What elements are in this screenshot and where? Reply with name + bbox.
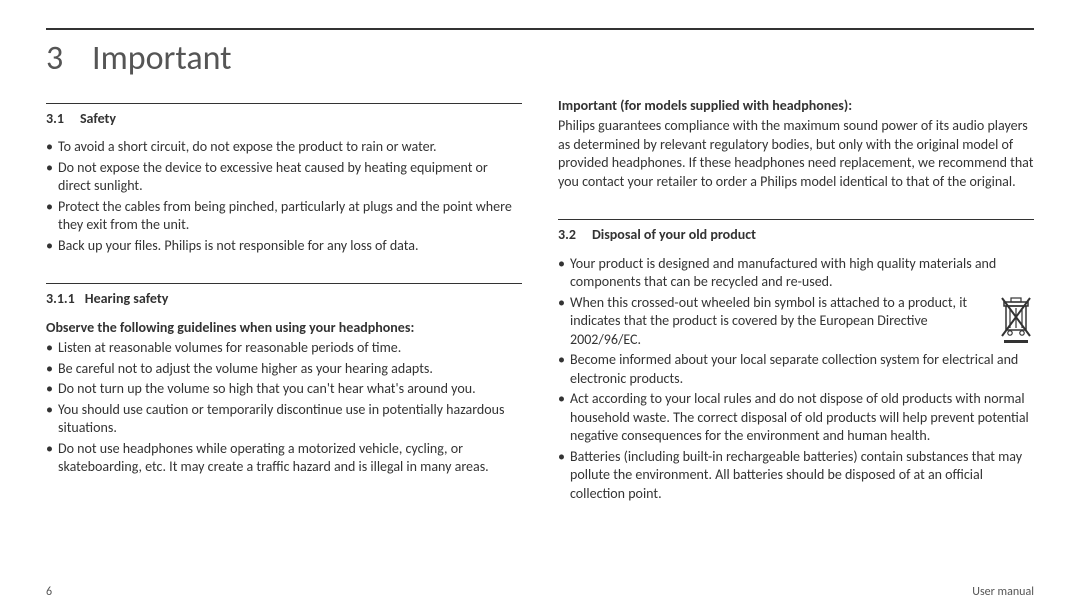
list-item: Your product is designed and manufacture… — [558, 255, 1034, 292]
list-item: Do not expose the device to excessive he… — [46, 159, 522, 196]
list-item: When this crossed-out wheeled bin symbol… — [558, 294, 1034, 349]
top-rule — [46, 28, 1034, 30]
hearing-lead: Observe the following guidelines when us… — [46, 319, 522, 337]
list-item: You should use caution or temporarily di… — [46, 401, 522, 438]
section-rule — [46, 103, 522, 104]
headphones-body: Philips guarantees compliance with the m… — [558, 117, 1034, 191]
section-number: 3.1 — [46, 110, 64, 128]
content-columns: 3.1 Safety To avoid a short circuit, do n… — [46, 97, 1034, 513]
section-number: 3.2 — [558, 226, 576, 244]
list-item: Batteries (including built-in rechargeab… — [558, 448, 1034, 503]
list-item: Be careful not to adjust the volume high… — [46, 360, 522, 378]
section-title: Disposal of your old product — [592, 226, 756, 243]
section-number: 3.1.1 — [46, 290, 75, 308]
wheeled-bin-icon — [998, 296, 1034, 349]
section-rule — [558, 219, 1034, 220]
section-3-1-heading: 3.1 Safety — [46, 110, 522, 128]
chapter-number: 3 — [46, 38, 92, 79]
chapter-heading: 3 Important — [46, 38, 1034, 79]
list-item: Become informed about your local separat… — [558, 351, 1034, 388]
section-3-1-1-heading: 3.1.1 Hearing safety — [46, 290, 522, 308]
disposal-bullets: Your product is designed and manufacture… — [558, 255, 1034, 503]
headphones-heading: Important (for models supplied with head… — [558, 97, 1034, 115]
list-item: Do not turn up the volume so high that y… — [46, 380, 522, 398]
left-column: 3.1 Safety To avoid a short circuit, do n… — [46, 97, 522, 513]
disposal-directive-text: When this crossed-out wheeled bin symbol… — [570, 294, 988, 349]
section-title: Safety — [80, 110, 116, 127]
list-item: Do not use headphones while operating a … — [46, 440, 522, 477]
list-item: To avoid a short circuit, do not expose … — [46, 138, 522, 156]
list-item: Protect the cables from being pinched, p… — [46, 198, 522, 235]
hearing-bullets: Listen at reasonable volumes for reasona… — [46, 339, 522, 476]
section-rule — [46, 283, 522, 284]
footer-label: User manual — [972, 585, 1034, 599]
page-number: 6 — [46, 585, 52, 599]
section-3-2-heading: 3.2 Disposal of your old product — [558, 226, 1034, 244]
list-item: Listen at reasonable volumes for reasona… — [46, 339, 522, 357]
right-column: Important (for models supplied with head… — [558, 97, 1034, 513]
list-item: Back up your files. Philips is not respo… — [46, 237, 522, 255]
chapter-title: Important — [92, 38, 232, 79]
list-item: Act according to your local rules and do… — [558, 390, 1034, 445]
section-title: Hearing safety — [85, 290, 169, 307]
safety-bullets: To avoid a short circuit, do not expose … — [46, 138, 522, 255]
